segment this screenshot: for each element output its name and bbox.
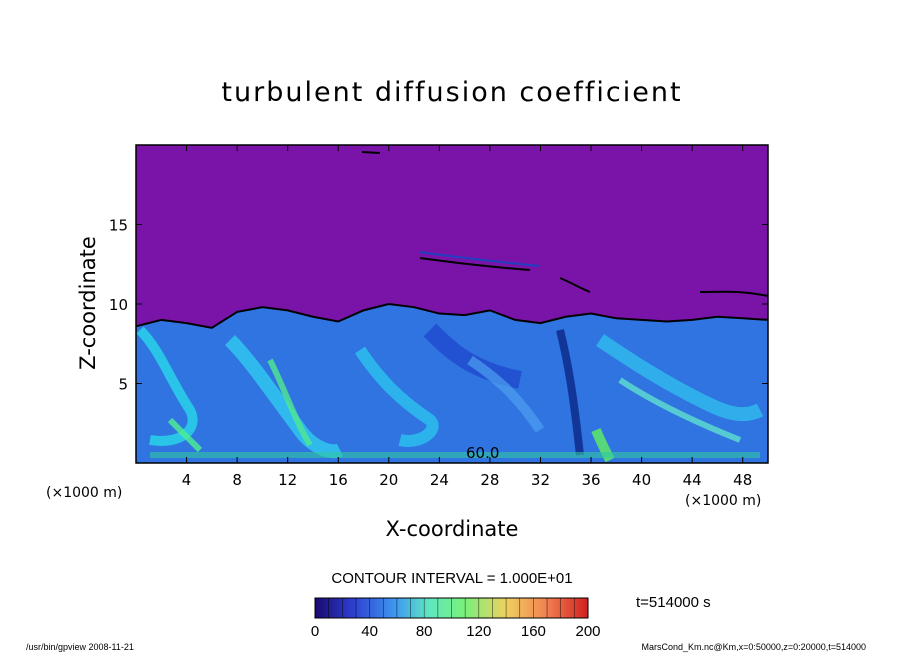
- y-tick-label: 15: [109, 217, 128, 235]
- x-tick-label: 24: [430, 471, 449, 489]
- x-tick-label: 12: [278, 471, 297, 489]
- y-axis-title: Z-coordinate: [76, 236, 100, 370]
- x-tick-label: 16: [329, 471, 348, 489]
- colorbar-tick-label: 0: [311, 623, 319, 640]
- colorbar-tick-label: 40: [361, 623, 378, 640]
- footer-right: MarsCond_Km.nc@Km,x=0:50000,z=0:20000,t=…: [641, 642, 866, 652]
- x-axis-title: X-coordinate: [386, 517, 519, 541]
- colorbar-tick-label: 160: [521, 623, 546, 640]
- plot-area: 60.0: [135, 144, 769, 464]
- contour-interval-label: CONTOUR INTERVAL = 1.000E+01: [331, 570, 572, 587]
- x-tick-label: 8: [232, 471, 242, 489]
- time-label: t=514000 s: [636, 594, 711, 611]
- x-tick-label: 48: [733, 471, 752, 489]
- contour-label: 60.0: [466, 444, 499, 462]
- chart-title: turbulent diffusion coefficient: [221, 77, 682, 108]
- mixed-layer-top-contour: [136, 302, 768, 329]
- x-tick-label: 32: [531, 471, 550, 489]
- x-tick-label: 28: [480, 471, 499, 489]
- colorbar-tick-label: 80: [416, 623, 433, 640]
- colorbar-tick-label: 120: [466, 623, 491, 640]
- x-axis-unit-label: (×1000 m): [685, 493, 761, 509]
- turbulence-structures: [136, 151, 768, 463]
- colorbar-tick-label: 200: [575, 623, 600, 640]
- colorbar-contour-lines: [328, 598, 575, 618]
- x-tick-label: 20: [379, 471, 398, 489]
- x-tick-label: 36: [581, 471, 600, 489]
- x-tick-label: 4: [182, 471, 192, 489]
- colorbar-ticks: 0 40 80 120 160 200: [311, 623, 601, 640]
- x-tick-label: 44: [683, 471, 702, 489]
- y-axis-ticks: 5 10 15: [109, 217, 768, 394]
- x-tick-label: 40: [632, 471, 651, 489]
- y-tick-label: 10: [109, 296, 128, 314]
- y-tick-label: 5: [118, 376, 128, 394]
- x-origin-unit-label: (×1000 m): [46, 485, 122, 501]
- x-axis-ticks: 4 8 12 16 20 24 28 32 36 40 44 48: [182, 145, 752, 489]
- footer-left: /usr/bin/gpview 2008-11-21: [26, 642, 134, 652]
